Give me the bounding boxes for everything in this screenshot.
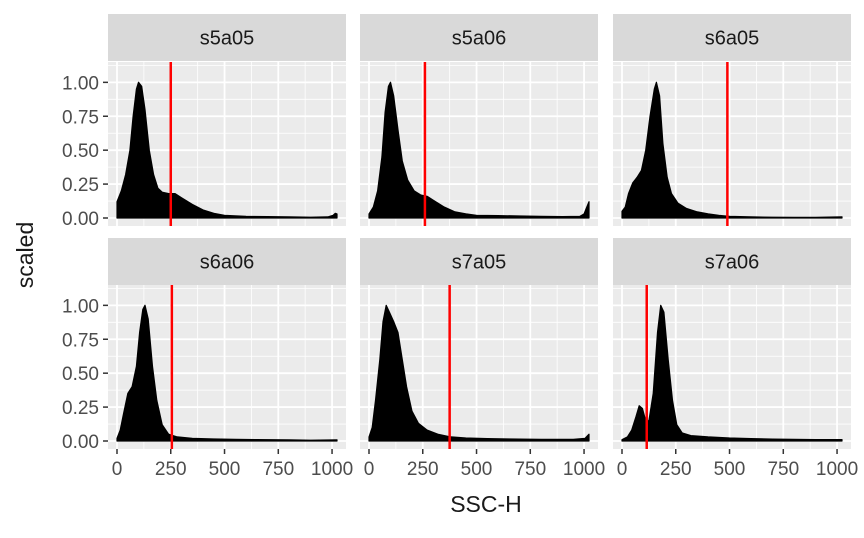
x-tick-label: 750 (767, 459, 799, 480)
strip-s6a05 (613, 14, 851, 61)
density-area-s6a05 (621, 81, 843, 219)
x-tick-label: 250 (155, 459, 187, 480)
strip-label-s5a05: s5a05 (200, 28, 255, 50)
y-tick-label: 0.50 (62, 364, 99, 385)
x-tick-label: 750 (262, 459, 294, 480)
x-tick-label: 0 (112, 459, 123, 480)
density-area-s5a06 (368, 81, 590, 219)
x-tick-label: 500 (461, 459, 493, 480)
y-tick-label: 0.50 (62, 141, 99, 162)
strip-label-s7a05: s7a05 (452, 252, 507, 274)
y-tick-label: 0.00 (62, 432, 99, 453)
strip-s6a06 (108, 238, 346, 285)
strip-label-s5a06: s5a06 (452, 28, 507, 50)
panel-s5a05: s5a05 0.00 0.25 0.50 0.75 1.00 (62, 14, 346, 230)
panel-s7a05: s7a05 0 250 500 750 1000 (360, 238, 605, 480)
y-tick-label: 0.00 (62, 209, 99, 230)
x-tick-label: 500 (209, 459, 241, 480)
x-tick-label: 750 (514, 459, 546, 480)
x-tick-label: 250 (407, 459, 439, 480)
panel-s6a05: s6a05 (613, 14, 851, 226)
strip-s5a06 (360, 14, 598, 61)
strip-s7a05 (360, 238, 598, 285)
panel-s6a06: s6a06 0.00 0.25 0.50 0.75 1.00 0 250 500 750 1000 (62, 238, 353, 480)
x-tick-label: 0 (617, 459, 628, 480)
x-tick-label: 0 (364, 459, 375, 480)
y-axis-title: scaled (12, 222, 38, 288)
y-tick-label: 0.75 (62, 107, 99, 128)
x-axis-title: SSC-H (450, 491, 522, 517)
strip-label-s6a06: s6a06 (200, 252, 255, 274)
x-tick-label: 500 (714, 459, 746, 480)
density-area-s5a05 (116, 81, 338, 219)
x-tick-label: 1000 (816, 459, 858, 480)
density-area-s6a06 (116, 304, 338, 442)
y-tick-label: 1.00 (62, 73, 99, 94)
y-tick-label: 0.25 (62, 175, 99, 196)
strip-label-s6a05: s6a05 (705, 28, 760, 50)
y-tick-label: 0.25 (62, 398, 99, 419)
y-tick-label: 1.00 (62, 296, 99, 317)
y-tick-label: 0.75 (62, 330, 99, 351)
x-tick-label: 1000 (311, 459, 353, 480)
x-tick-label: 250 (660, 459, 692, 480)
strip-s5a05 (108, 14, 346, 61)
panel-s5a06: s5a06 (360, 14, 598, 226)
density-area-s7a05 (368, 304, 590, 442)
density-area-s7a06 (621, 304, 843, 442)
panel-s7a06: s7a06 0 250 500 750 1000 (613, 238, 858, 480)
strip-label-s7a06: s7a06 (705, 252, 760, 274)
x-tick-label: 1000 (563, 459, 605, 480)
strip-s7a06 (613, 238, 851, 285)
